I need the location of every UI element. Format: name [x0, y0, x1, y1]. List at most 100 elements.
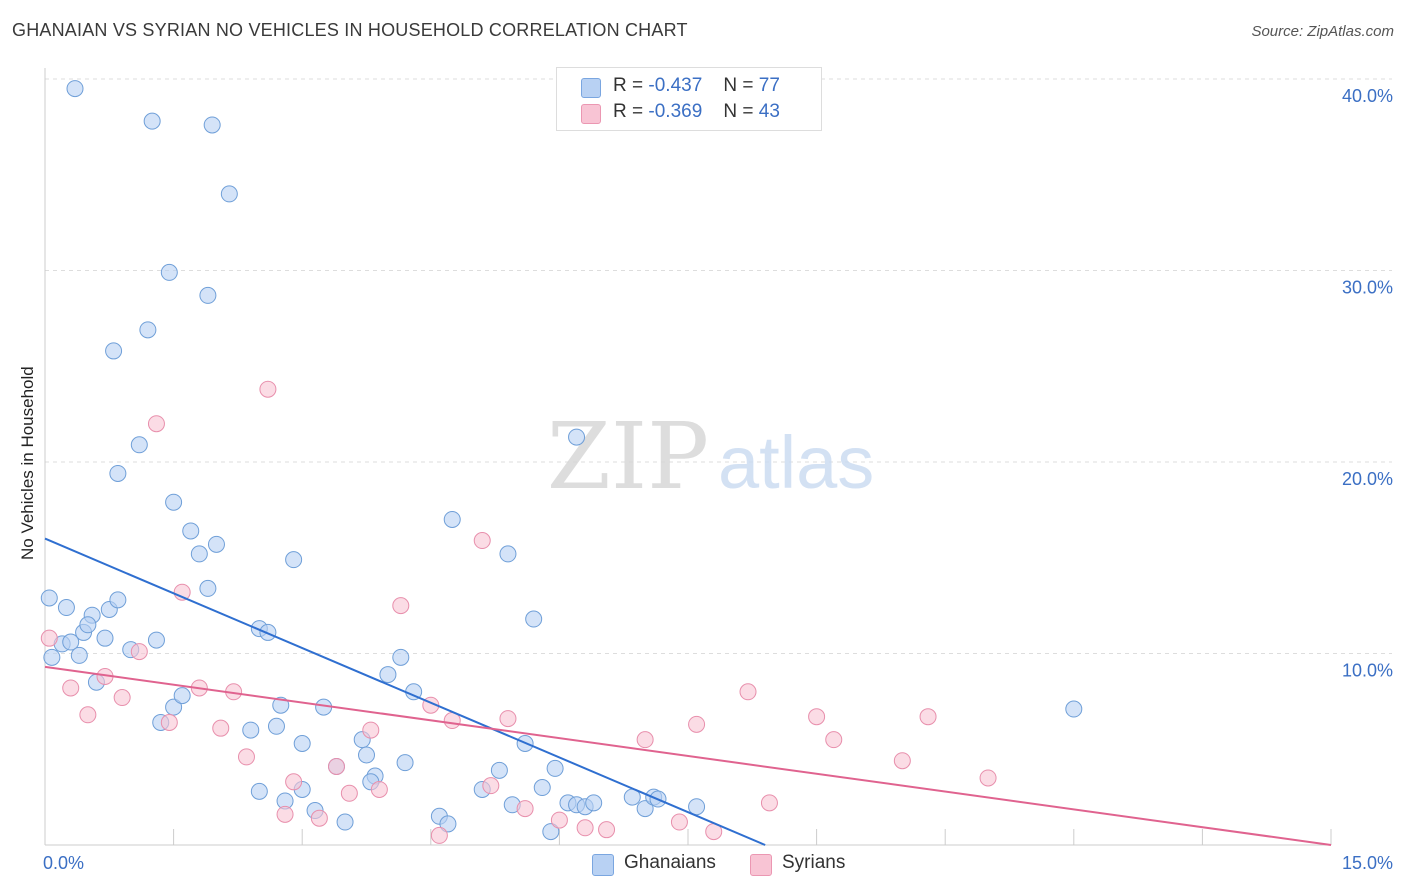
ghanaian-point — [143, 112, 161, 130]
syrian-point — [276, 805, 294, 823]
ghanaian-point — [396, 754, 414, 772]
syrian-point — [392, 597, 410, 615]
ghanaian-point — [533, 779, 551, 797]
syrian-point — [516, 800, 534, 818]
ghanaian-point — [62, 633, 80, 651]
watermark: ZIP atlas — [547, 403, 874, 510]
syrian-point — [340, 784, 358, 802]
ghanaian-point — [242, 721, 260, 739]
legend-text: R = -0.369 N = 43 — [613, 101, 780, 123]
watermark-zip: ZIP — [547, 403, 709, 510]
syrian-point — [212, 719, 230, 737]
ghanaian-point — [70, 646, 88, 664]
ghanaian-point — [109, 464, 127, 482]
ghanaian-point — [267, 717, 285, 735]
ghanaian-point — [109, 591, 127, 609]
legend-swatch-blue — [581, 78, 601, 98]
syrian-point — [113, 689, 131, 707]
bottom-legend-swatch-blue — [592, 854, 614, 876]
syrian-point — [636, 731, 654, 749]
syrian-point — [79, 706, 97, 724]
syrian-point — [62, 679, 80, 697]
ghanaian-point — [688, 798, 706, 816]
syrian-point — [576, 819, 594, 837]
syrian-point — [893, 752, 911, 770]
syrian-point — [160, 713, 178, 731]
watermark-atlas: atlas — [718, 421, 874, 504]
syrian-point — [670, 813, 688, 831]
ghanaian-point — [43, 648, 61, 666]
ghanaian-point — [79, 616, 97, 634]
ghanaian-point — [250, 782, 268, 800]
syrian-point — [808, 708, 826, 726]
syrian-trend-line — [44, 665, 1332, 846]
ghanaian-point — [293, 735, 311, 753]
ghanaian-point — [490, 761, 508, 779]
syrian-point — [40, 629, 58, 647]
ghanaian-point — [160, 263, 178, 281]
syrian-point — [688, 715, 706, 733]
syrian-point — [237, 748, 255, 766]
ghanaian-point — [147, 631, 165, 649]
y-tick-label: 20.0% — [1342, 469, 1393, 489]
ghanaian-point — [525, 610, 543, 628]
legend-r-value: -0.369 — [648, 101, 703, 122]
syrian-point — [285, 773, 303, 791]
ghanaian-point — [165, 493, 183, 511]
legend-text: R = -0.437 N = 77 — [613, 75, 780, 97]
legend-n-value: 77 — [758, 75, 780, 96]
syrian-point — [739, 683, 757, 701]
legend-r-label: R = — [613, 75, 644, 96]
ghanaian-point — [379, 666, 397, 684]
ghanaian-point — [585, 794, 603, 812]
syrian-point — [979, 769, 997, 787]
ghanaian-point — [285, 551, 303, 569]
x-tick-label: 0.0% — [43, 853, 84, 873]
syrian-point — [370, 780, 388, 798]
ghanaian-point — [499, 545, 517, 563]
legend-n-label: N = — [723, 101, 754, 122]
trend-layer — [44, 537, 1332, 846]
ghanaian-trend-line — [44, 537, 766, 846]
ghanaian-point — [636, 800, 654, 818]
syrian-point — [482, 777, 500, 795]
ghanaian-point — [207, 535, 225, 553]
ghanaian-point — [568, 428, 586, 446]
ghanaian-point — [199, 286, 217, 304]
points-layer — [40, 80, 1083, 844]
ghanaian-point — [220, 185, 238, 203]
ghanaian-point — [139, 321, 157, 339]
ghanaian-point — [336, 813, 354, 831]
ghanaian-point — [66, 80, 84, 98]
ghanaian-point — [190, 545, 208, 563]
bottom-legend-label: Syrians — [782, 852, 846, 873]
ghanaian-point — [358, 746, 375, 764]
ghanaian-point — [272, 696, 290, 714]
ghanaian-point — [546, 759, 564, 777]
ghanaian-point — [105, 342, 123, 360]
ghanaian-point — [57, 599, 75, 617]
syrian-point — [919, 708, 937, 726]
y-tick-label: 30.0% — [1342, 278, 1393, 298]
bottom-legend-label: Ghanaians — [624, 852, 716, 873]
ghanaian-point — [96, 629, 114, 647]
legend-r-value: -0.437 — [648, 75, 703, 96]
syrian-point — [473, 532, 491, 550]
ghanaian-point — [182, 522, 200, 540]
syrian-point — [362, 721, 380, 739]
syrian-point — [327, 757, 345, 775]
syrian-point — [825, 731, 843, 749]
ghanaian-point — [1065, 700, 1083, 718]
ghanaian-point — [40, 589, 58, 607]
ghanaian-point — [439, 815, 457, 833]
ghanaian-point — [203, 116, 221, 134]
tick-labels: 10.0% 20.0% 30.0% 40.0% 0.0% 15.0% — [43, 86, 1393, 873]
syrian-point — [130, 643, 148, 661]
ghanaian-point — [173, 687, 191, 705]
ghanaian-point — [443, 510, 461, 528]
syrian-point — [550, 811, 568, 829]
syrian-point — [310, 809, 328, 827]
syrian-point — [259, 380, 277, 398]
y-tick-label: 40.0% — [1342, 86, 1393, 106]
legend-swatch-pink — [581, 104, 601, 124]
